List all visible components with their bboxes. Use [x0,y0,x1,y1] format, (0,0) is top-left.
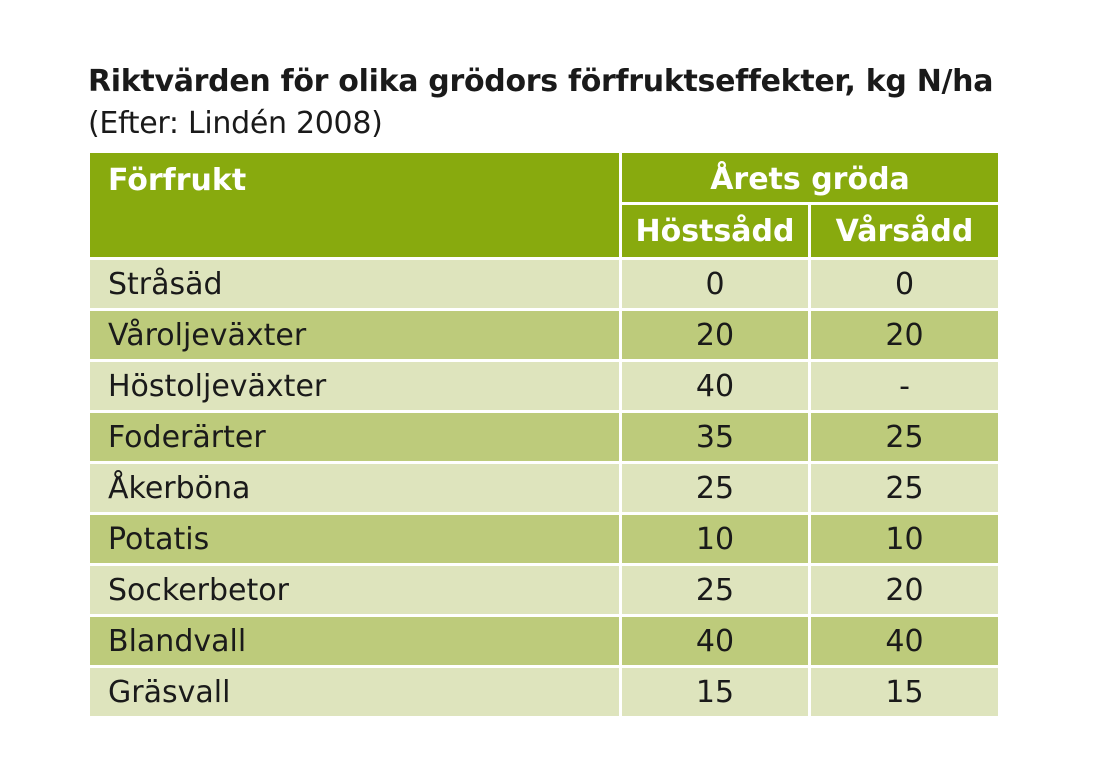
row-hostsadd-value: 0 [619,257,811,311]
table-row: Åkerböna 25 25 [87,461,1001,515]
row-name: Gräsvall [87,665,622,719]
row-hostsadd-value: 40 [619,359,811,413]
row-varsadd-value: 40 [808,614,1001,668]
header-forfrukt: Förfrukt [87,150,622,260]
row-varsadd-value: 20 [808,308,1001,362]
header-varsadd: Vårsådd [808,202,1001,260]
row-name: Sockerbetor [87,563,622,617]
table-row: Höstoljeväxter 40 - [87,359,1001,413]
row-varsadd-value: 15 [808,665,1001,719]
row-varsadd-value: - [808,359,1001,413]
row-hostsadd-value: 40 [619,614,811,668]
row-hostsadd-value: 15 [619,665,811,719]
header-arets-groda: Årets gröda [619,150,1001,205]
table-row: Blandvall 40 40 [87,614,1001,668]
row-name: Foderärter [87,410,622,464]
table-title: Riktvärden för olika grödors förfruktsef… [88,64,994,99]
row-name: Stråsäd [87,257,622,311]
table-row: Potatis 10 10 [87,512,1001,566]
table-row: Foderärter 35 25 [87,410,1001,464]
row-name: Potatis [87,512,622,566]
row-varsadd-value: 25 [808,461,1001,515]
row-name: Åkerböna [87,461,622,515]
header-hostsadd: Höstsådd [619,202,811,260]
row-varsadd-value: 20 [808,563,1001,617]
table-source: (Efter: Lindén 2008) [88,106,383,141]
row-hostsadd-value: 25 [619,563,811,617]
row-varsadd-value: 0 [808,257,1001,311]
forfrukt-table: Förfrukt Årets gröda Höstsådd Vårsådd St… [87,150,1001,719]
table-row: Sockerbetor 25 20 [87,563,1001,617]
row-name: Våroljeväxter [87,308,622,362]
table-row: Gräsvall 15 15 [87,665,1001,719]
row-varsadd-value: 25 [808,410,1001,464]
table-row: Våroljeväxter 20 20 [87,308,1001,362]
row-hostsadd-value: 10 [619,512,811,566]
row-name: Höstoljeväxter [87,359,622,413]
row-name: Blandvall [87,614,622,668]
table-row: Stråsäd 0 0 [87,257,1001,311]
row-hostsadd-value: 25 [619,461,811,515]
row-hostsadd-value: 20 [619,308,811,362]
row-hostsadd-value: 35 [619,410,811,464]
row-varsadd-value: 10 [808,512,1001,566]
